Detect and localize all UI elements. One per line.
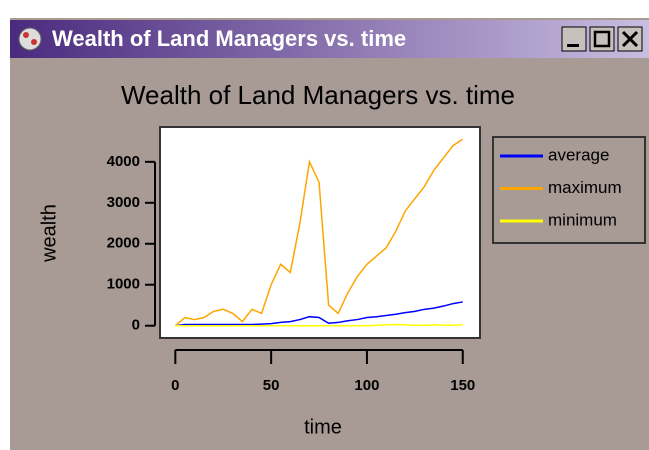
minimize-button[interactable]	[561, 26, 587, 52]
legend-label: maximum	[548, 178, 622, 197]
series-line	[175, 301, 463, 327]
legend-label: average	[548, 145, 609, 164]
series-line	[175, 323, 463, 327]
y-tick-label: 1000	[107, 276, 140, 293]
title-bar	[10, 20, 649, 58]
y-tick-label: 4000	[107, 153, 140, 170]
y-tick-label: 3000	[107, 194, 140, 211]
x-tick-label: 150	[450, 377, 475, 394]
maximize-button[interactable]	[589, 26, 615, 52]
legend-label: minimum	[548, 210, 617, 229]
chart-title: Wealth of Land Managers vs. time	[121, 80, 515, 110]
x-tick-label: 0	[171, 377, 179, 394]
x-tick-label: 50	[263, 377, 280, 394]
y-tick-label: 2000	[107, 235, 140, 252]
legend-box	[492, 136, 646, 244]
y-tick-label: 0	[132, 317, 140, 334]
close-button[interactable]	[617, 26, 643, 52]
series-line	[174, 138, 464, 327]
plot-area	[159, 126, 481, 339]
x-tick-label: 100	[354, 377, 379, 394]
window-title: Wealth of Land Managers vs. time	[52, 26, 406, 51]
app-icon	[18, 27, 42, 51]
x-axis-label: time	[304, 416, 342, 438]
y-axis-label: wealth	[38, 204, 60, 263]
